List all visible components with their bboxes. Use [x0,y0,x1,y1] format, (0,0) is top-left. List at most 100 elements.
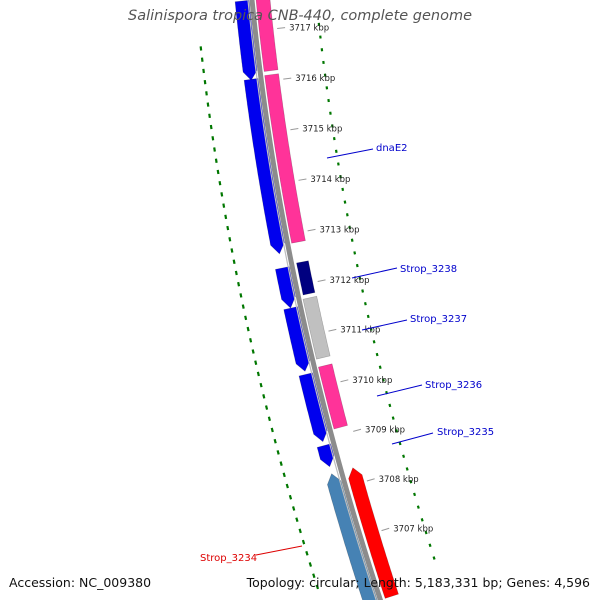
rna-red [348,467,399,599]
tick-mark [353,428,362,432]
gc-dash [262,394,266,399]
tick-mark [317,279,326,282]
gene-label-Strop_3235: Strop_3235 [437,427,494,438]
gc-dash [202,68,205,74]
gene-callout-line [361,319,408,331]
gc-dash-outer [366,314,370,319]
gene-callout-line [255,545,303,556]
gene-label-dnaE2: dnaE2 [376,143,408,154]
tick-label: 3709 kbp [365,425,405,435]
gc-dash-outer [364,302,367,306]
gc-dash [226,225,230,231]
gc-dash-outer [398,441,402,446]
gc-dash-outer [416,505,420,509]
gene-label-Strop_3234: Strop_3234 [200,553,257,564]
gc-dash [216,169,220,175]
tick-mark [328,328,337,332]
gc-dash [206,102,210,107]
tick-label: 3707 kbp [393,524,433,534]
gc-dash-outer [375,352,379,357]
cds-forward [243,78,285,255]
gc-dash [288,494,293,500]
gc-dash [251,349,255,354]
gene-label-Strop_3238: Strop_3238 [400,264,457,275]
gc-dash [292,506,296,511]
tick-mark [366,478,375,482]
gc-dash [241,304,245,309]
gc-dash-outer [343,200,347,204]
gc-dash [234,270,238,276]
gc-dash [264,405,269,410]
feature-tracks [234,0,399,600]
gc-dash-outer [358,276,362,280]
gc-dash [218,180,222,186]
gc-dash-outer [339,175,342,179]
gc-dash [312,573,316,579]
accession-text: Accession: NC_009380 [9,575,152,590]
tick-label: 3714 kbp [310,175,350,185]
tick-label: 3711 kbp [340,325,380,335]
tick-label: 3712 kbp [330,276,370,286]
tick-mark [307,228,316,232]
tick-label: 3708 kbp [379,475,419,485]
tick-mark [298,178,307,181]
gc-dash [282,472,286,478]
gc-dash-outer [409,479,413,484]
cds-forward [234,0,258,81]
cds-forward [298,372,328,443]
gene-callout-line [376,384,423,397]
gc-dash-outer [395,429,399,433]
gc-dash-outer [428,543,432,548]
gc-dash [209,124,213,130]
gc-dash [230,248,234,253]
gc-dash-outer [432,556,436,560]
gc-dash [273,438,277,444]
cds-reverse [264,73,306,244]
gene-callout-line [351,267,398,279]
gc-dash [254,360,258,365]
gc-dash [239,293,243,298]
gc-dash [305,550,309,556]
cds-forward [283,306,311,372]
gc-dash [279,461,283,466]
gc-dash [208,113,211,119]
gc-dash-track [199,22,436,590]
gc-dash-outer [402,454,406,459]
gc-dash-outer [413,492,417,497]
gc-dash-outer [388,403,392,408]
gc-dash-outer [424,530,428,535]
backbone [249,0,384,600]
gc-dash-outer [405,467,409,471]
gc-dash-outer [345,213,349,217]
tick-label: 3717 kbp [289,24,329,34]
gc-dash [256,371,260,377]
gc-dash [244,315,248,321]
gc-dash [246,326,250,332]
gc-dash [224,214,228,220]
cds-reverse [255,0,279,72]
rna-steel [327,473,378,600]
backbone-inner [247,0,377,600]
gc-dash-outer [353,251,357,255]
tick-label: 3713 kbp [320,225,360,235]
map-title: Salinispora tropica CNB-440, complete ge… [127,8,473,24]
gc-dash [205,91,208,96]
tick-mark [381,527,390,532]
gc-dash-outer [420,518,424,522]
cds-dark [296,260,316,296]
gc-dash [270,427,274,433]
gc-dash-outer [391,416,395,420]
cds-reverse [318,363,348,430]
gc-dash [295,517,299,523]
tick-label: 3715 kbp [302,125,342,135]
gc-dash-outer [350,238,354,242]
gc-dash [298,528,302,534]
gc-dash [228,237,232,242]
gc-dash-outer [381,378,385,382]
gc-dash-outer [341,187,345,192]
gc-dash [249,337,253,343]
gc-dash [214,158,218,163]
tick-mark [283,77,292,80]
gene-callout-line [391,432,434,445]
